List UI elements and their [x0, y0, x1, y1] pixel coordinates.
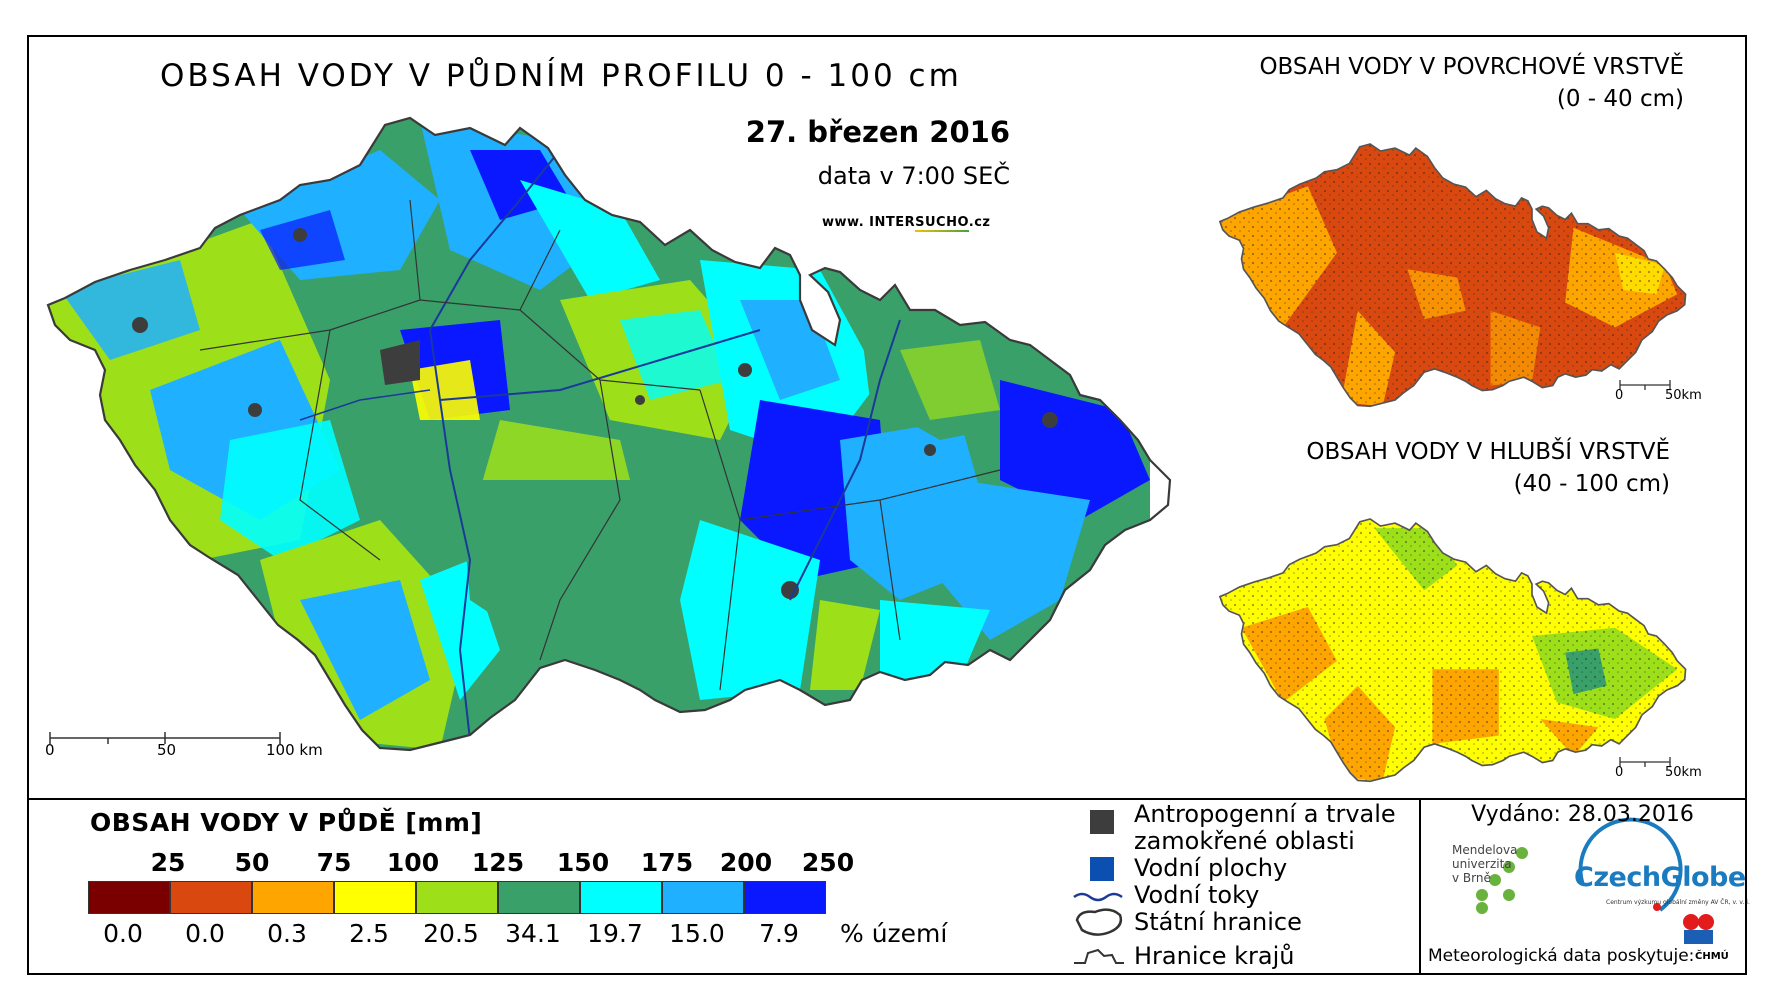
surface-scale-label-50: 50km: [1665, 388, 1702, 403]
symbol-rivers-label: Vodní toky: [1134, 881, 1260, 909]
deep-map-subtitle: (40 - 100 cm): [1513, 471, 1670, 497]
symbol-state-border-label: Státní hranice: [1134, 908, 1302, 936]
czechglobe-subtitle: Centrum výzkumu globální změny AV ČR, v.…: [1606, 899, 1750, 906]
legend-threshold-50: 50: [234, 848, 270, 877]
surface-map-subtitle: (0 - 40 cm): [1556, 86, 1684, 112]
symbol-water-label: Vodní plochy: [1134, 854, 1288, 882]
legend-swatch-200: [662, 881, 744, 914]
main-map: [48, 118, 1150, 750]
website-link[interactable]: www. INTERSUCHO.cz: [822, 215, 991, 232]
main-scale-bar: [49, 732, 281, 744]
surface-map: [1219, 143, 1686, 407]
deep-scale-label-50: 50km: [1665, 765, 1702, 780]
legend-percent-6: 19.7: [587, 919, 643, 948]
legend-percent-4: 20.5: [423, 919, 479, 948]
state-border-symbol: [1075, 908, 1123, 936]
legend-title: OBSAH VODY V PŮDĚ [mm]: [90, 808, 483, 837]
legend-percent-3: 2.5: [349, 919, 389, 948]
water-body-swatch: [1090, 857, 1114, 881]
deep-map: [1219, 518, 1686, 782]
legend-threshold-75: 75: [316, 848, 352, 877]
main-map-title: OBSAH VODY V PŮDNÍM PROFILU 0 - 100 cm: [160, 58, 962, 94]
surface-scale-label-0: 0: [1615, 388, 1624, 403]
deep-scale-bar: [1619, 757, 1671, 767]
meteo-provider-label: Meteorologická data poskytuje:: [1428, 946, 1695, 966]
symbol-regional-border-label: Hranice krajů: [1134, 942, 1295, 970]
legend-swatch-100: [334, 881, 416, 914]
main-scale-label-100: 100 km: [266, 741, 323, 759]
map-date: 27. březen 2016: [745, 115, 1010, 149]
mendel-logo-icon: [1476, 847, 1528, 914]
czechglobe-logo-text: CzechGlobe: [1574, 862, 1746, 893]
legend-swatch-175: [580, 881, 662, 914]
legend-percent-5: 34.1: [505, 919, 561, 948]
legend-threshold-150: 150: [556, 848, 610, 877]
legend-swatch-125: [416, 881, 498, 914]
chmu-logo-icon: [1683, 914, 1714, 944]
legend-percent-2: 0.3: [267, 919, 307, 948]
legend-threshold-250: 250: [801, 848, 855, 877]
anthropogenic-swatch: [1090, 810, 1114, 834]
legend-percent-7: 15.0: [669, 919, 725, 948]
czechglobe-arc-icon: [1578, 817, 1683, 912]
symbol-anthropogenic-label: Antropogenní a trvale zamokřené oblasti: [1134, 800, 1396, 855]
legend-threshold-175: 175: [640, 848, 694, 877]
legend-swatch-50: [170, 881, 252, 914]
legend-divider: [27, 798, 1747, 800]
legend-threshold-100: 100: [386, 848, 440, 877]
legend-percent-8: 7.9: [759, 919, 799, 948]
issued-divider: [1419, 798, 1421, 975]
surface-scale-bar: [1619, 380, 1671, 390]
issued-date: Vydáno: 28.03.2016: [1471, 802, 1694, 827]
deep-map-title: OBSAH VODY V HLUBŠÍ VRSTVĚ: [1306, 439, 1670, 465]
legend-percent-1: 0.0: [185, 919, 225, 948]
deep-scale-label-0: 0: [1615, 765, 1624, 780]
surface-map-title: OBSAH VODY V POVRCHOVÉ VRSTVĚ: [1259, 54, 1684, 80]
main-scale-label-50: 50: [157, 741, 177, 759]
legend-percent-0: 0.0: [103, 919, 143, 948]
regional-border-symbol: [1074, 948, 1124, 964]
legend-swatch-150: [498, 881, 580, 914]
legend-swatch-250: [744, 881, 826, 914]
chmu-logo-text: ČHMÚ: [1695, 951, 1729, 962]
mendel-logo-text: Mendelova univerzita v Brně: [1452, 843, 1518, 885]
main-scale-label-0: 0: [45, 741, 55, 759]
legend-threshold-25: 25: [150, 848, 186, 877]
legend-percent-unit: % území: [840, 919, 948, 948]
legend-swatch-25: [88, 881, 170, 914]
legend-threshold-200: 200: [719, 848, 773, 877]
legend-threshold-125: 125: [471, 848, 525, 877]
legend-swatch-75: [252, 881, 334, 914]
river-symbol: [1073, 892, 1123, 902]
data-time: data v 7:00 SEČ: [817, 162, 1010, 190]
